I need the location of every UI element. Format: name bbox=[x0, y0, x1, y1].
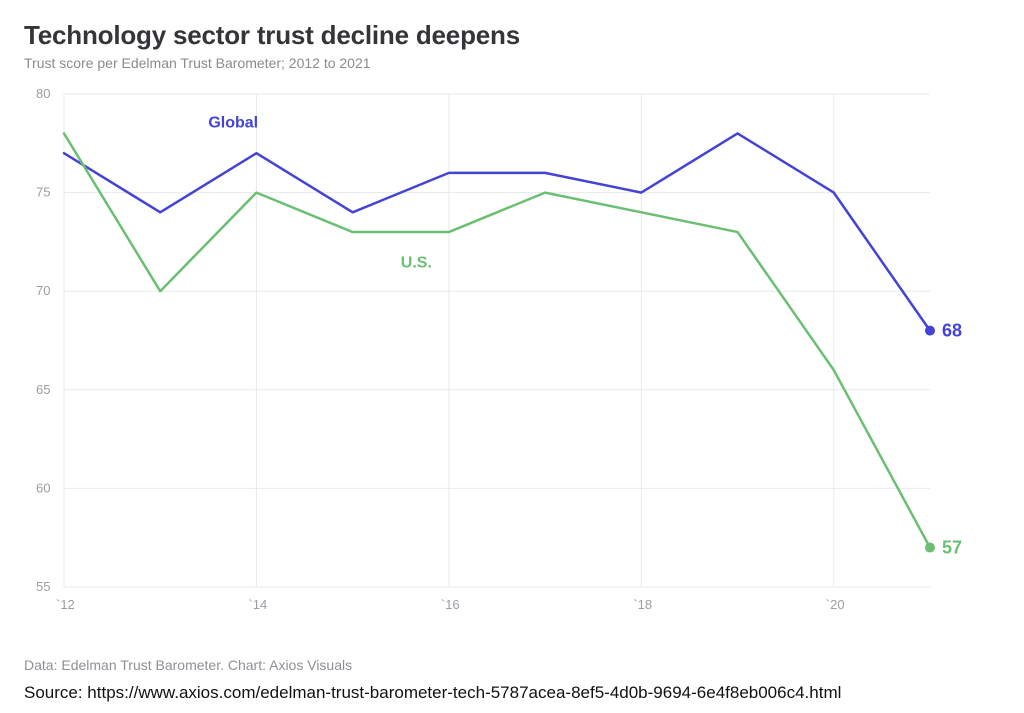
source-url: Source: https://www.axios.com/edelman-tr… bbox=[24, 683, 1000, 703]
x-tick-label: `18 bbox=[633, 597, 652, 612]
end-marker-global bbox=[925, 326, 935, 336]
series-label-us: U.S. bbox=[401, 255, 432, 272]
series-label-global: Global bbox=[208, 115, 258, 132]
y-tick-label: 65 bbox=[36, 382, 50, 397]
plot-area: 55 60 65 70 75 80 `12 `14 `16 `18 `20 68 Global 57 U.S… bbox=[24, 88, 1000, 623]
x-tick-label: `12 bbox=[56, 597, 75, 612]
x-tick-label: `14 bbox=[248, 597, 267, 612]
chart-subtitle: Trust score per Edelman Trust Barometer;… bbox=[24, 55, 1000, 71]
end-marker-us bbox=[925, 543, 935, 553]
y-tick-label: 55 bbox=[36, 579, 50, 594]
y-tick-label: 75 bbox=[36, 185, 50, 200]
y-tick-label: 80 bbox=[36, 88, 50, 101]
chart-title: Technology sector trust decline deepens bbox=[24, 20, 1000, 51]
y-tick-label: 60 bbox=[36, 480, 50, 495]
x-tick-label: `16 bbox=[441, 597, 460, 612]
data-credit: Data: Edelman Trust Barometer. Chart: Ax… bbox=[24, 657, 1000, 673]
y-tick-label: 70 bbox=[36, 283, 50, 298]
end-value-global: 68 bbox=[942, 321, 962, 341]
line-chart-svg: 55 60 65 70 75 80 `12 `14 `16 `18 `20 68 Global 57 U.S… bbox=[24, 88, 1000, 623]
chart-footer: Data: Edelman Trust Barometer. Chart: Ax… bbox=[24, 657, 1000, 703]
chart-container: Technology sector trust decline deepens … bbox=[0, 0, 1024, 713]
end-value-us: 57 bbox=[942, 538, 962, 558]
x-tick-label: `20 bbox=[826, 597, 845, 612]
